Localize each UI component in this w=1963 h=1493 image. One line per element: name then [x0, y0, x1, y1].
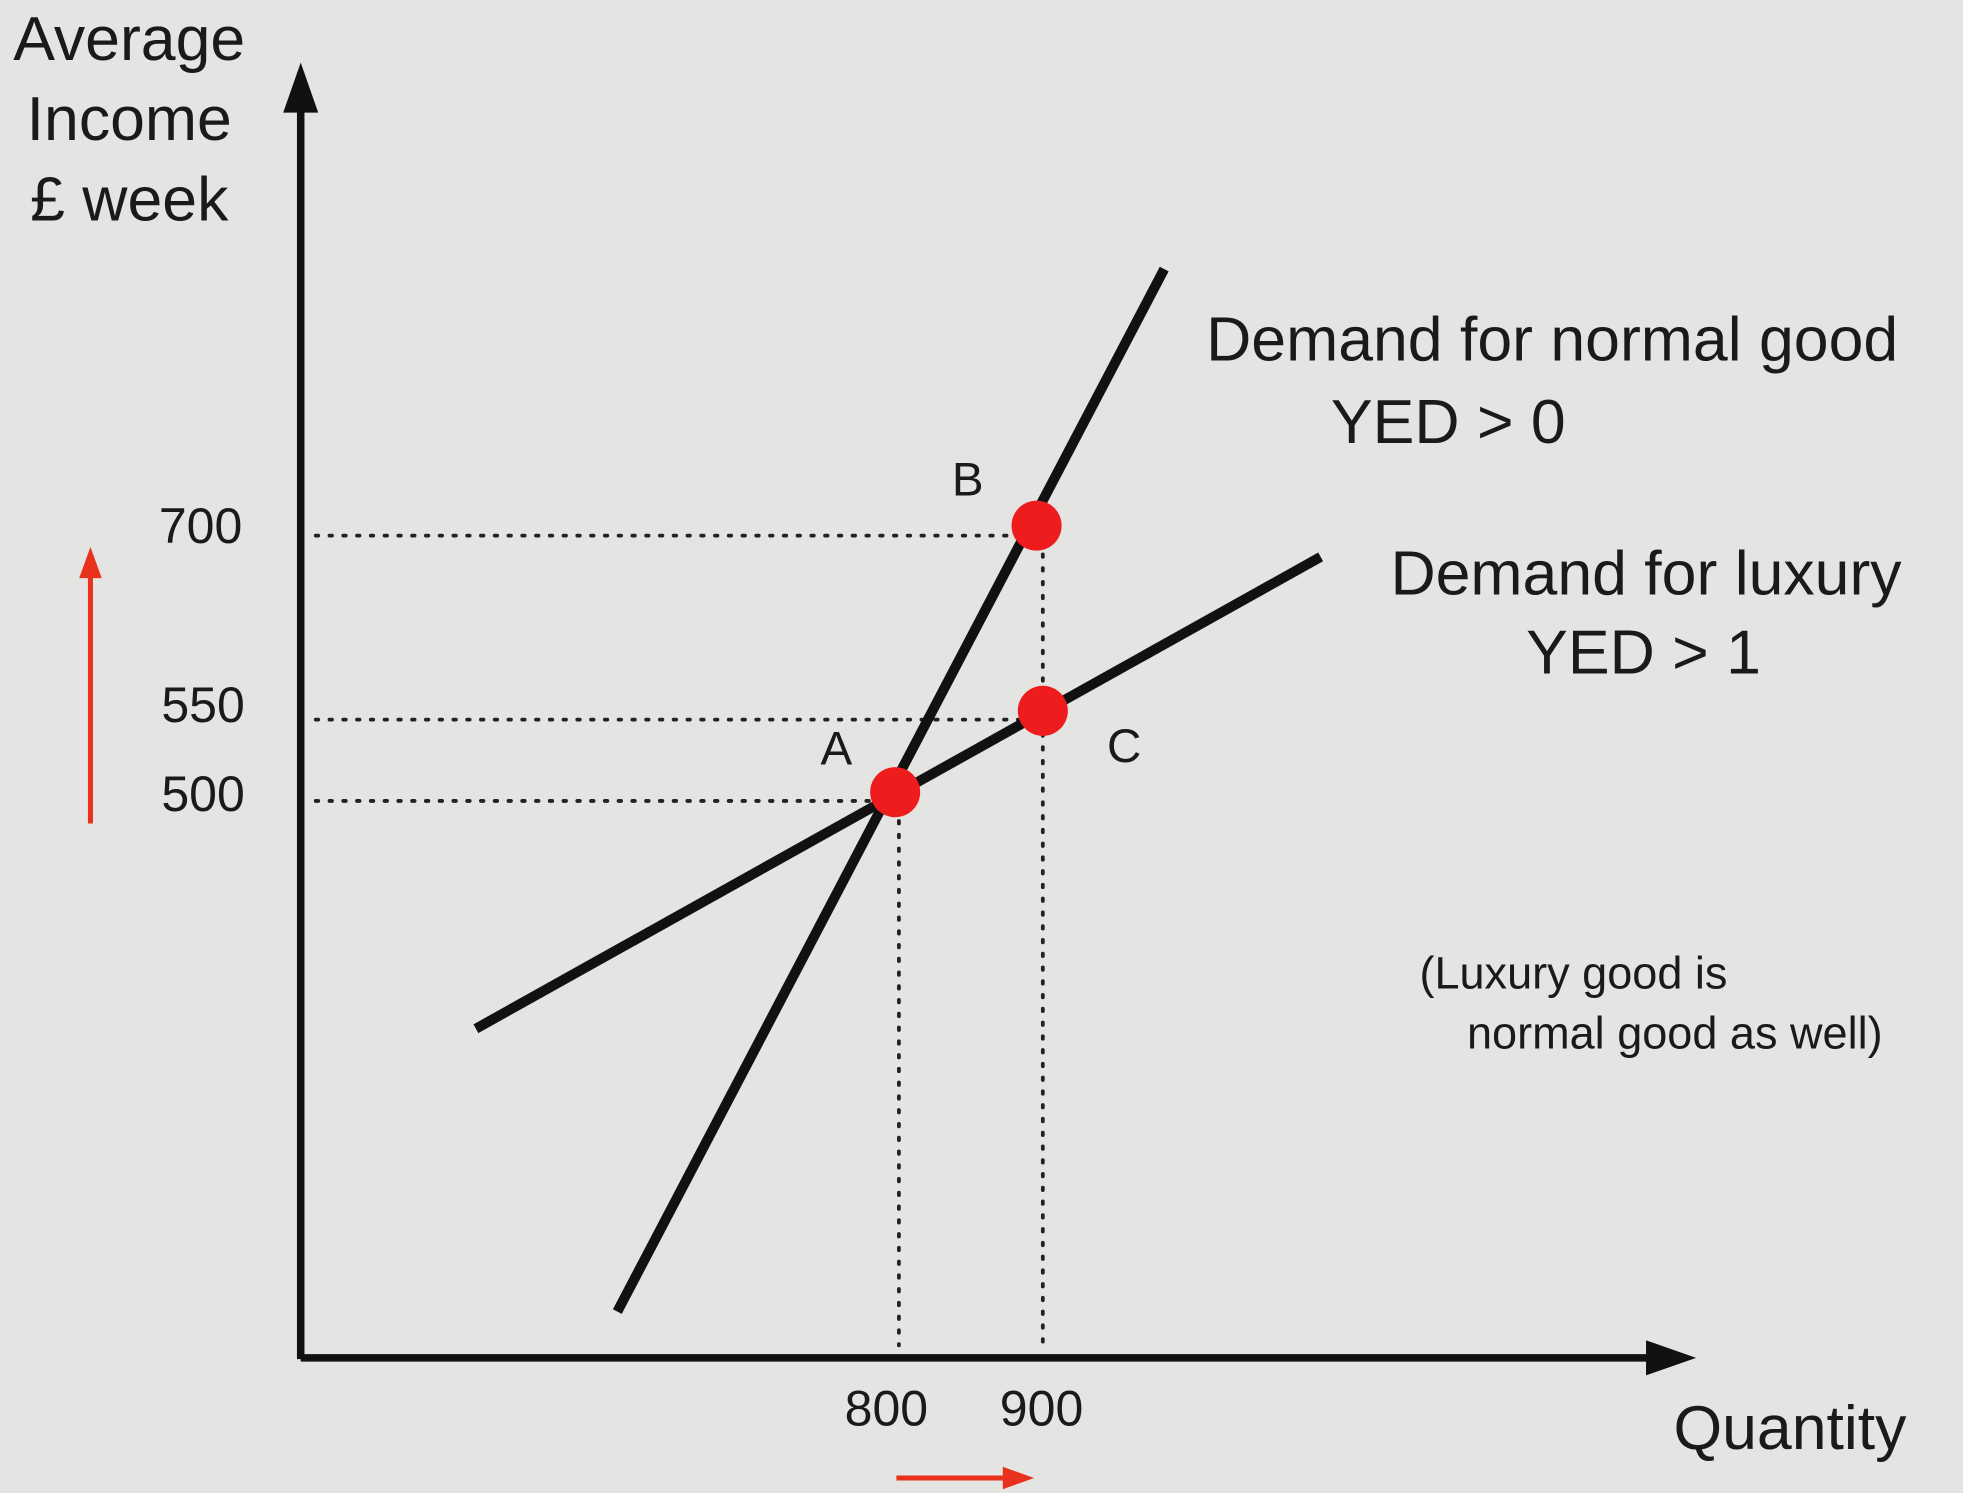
y-tick-label: 700 [159, 498, 243, 554]
point-label: B [952, 454, 984, 507]
curve-note: YED > 0 [1331, 387, 1566, 457]
note-text: normal good as well) [1467, 1008, 1883, 1059]
curve-label: Demand for luxury [1390, 538, 1902, 608]
x-axis-label: Quantity [1673, 1393, 1907, 1463]
curve-note: YED > 1 [1526, 617, 1761, 687]
point-dot [1017, 685, 1068, 736]
note-text: (Luxury good is [1419, 948, 1727, 999]
y-axis-arrow [283, 62, 319, 113]
x-tick-label: 800 [845, 1380, 929, 1436]
point-label: A [820, 723, 852, 776]
x-tick-label: 900 [1000, 1380, 1084, 1436]
income-rise-arrowhead [79, 546, 102, 579]
point-dot [1011, 500, 1062, 551]
y-axis-label: Income [27, 84, 232, 154]
y-tick-label: 500 [161, 766, 245, 822]
quantity-rise-arrowhead [1002, 1466, 1035, 1490]
y-tick-label: 550 [161, 677, 245, 733]
y-axis-label: £ week [30, 164, 229, 234]
point-label: C [1107, 720, 1141, 773]
y-axis-label: Average [13, 4, 245, 74]
point-dot [870, 767, 921, 818]
curve-label: Demand for normal good [1206, 304, 1898, 374]
x-axis-arrow [1646, 1340, 1697, 1376]
